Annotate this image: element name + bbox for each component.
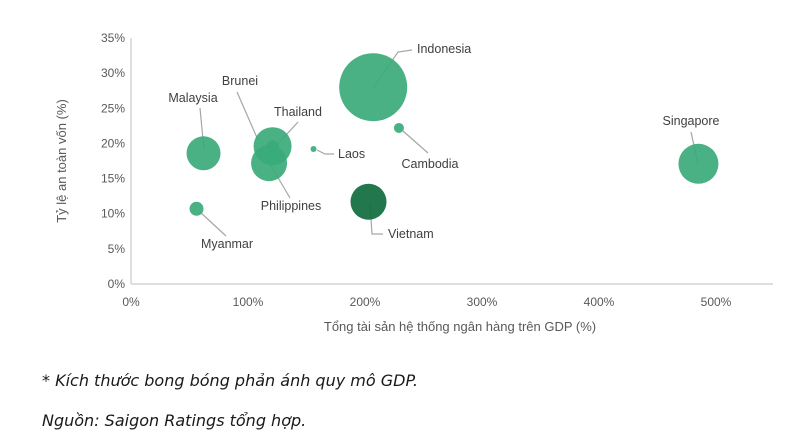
y-tick-label: 0% [108,277,126,291]
label-vietnam: Vietnam [388,227,434,241]
x-axis-ticks: 0% 100% 200% 300% 400% 500% [122,295,731,309]
y-axis-ticks: 0% 5% 10% 15% 20% 25% 30% 35% [101,31,125,291]
bubble-brunei [266,140,279,153]
x-tick-label: 0% [122,295,140,309]
bubble-vietnam [350,183,387,220]
x-tick-label: 300% [467,295,498,309]
axes [130,38,773,285]
x-tick-label: 500% [701,295,732,309]
x-tick-label: 100% [233,295,264,309]
label-singapore: Singapore [663,114,720,128]
label-laos: Laos [338,147,365,161]
x-axis-title: Tổng tài sản hệ thống ngân hàng trên GDP… [324,319,596,334]
y-tick-label: 20% [101,136,125,150]
bubble-laos [310,146,317,153]
bubble-chart: 0% 5% 10% 15% 20% 25% 30% 35% 0% 100% 200% 300% 400… [54,31,773,334]
label-philippines: Philippines [261,199,321,213]
x-tick-label: 200% [350,295,381,309]
label-thailand: Thailand [274,105,322,119]
y-tick-label: 35% [101,31,125,45]
bubble-size-note: * Kích thước bong bóng phản ánh quy mô G… [42,371,418,390]
label-malaysia: Malaysia [168,91,217,105]
label-indonesia: Indonesia [417,42,471,56]
bubble-philippines [251,145,288,182]
label-brunei: Brunei [222,74,258,88]
y-tick-label: 30% [101,66,125,80]
y-axis-title: Tỷ lệ an toàn vốn (%) [54,99,69,223]
y-tick-label: 25% [101,101,125,115]
leader-line [236,91,259,141]
leader-line [199,211,227,237]
leader-line [402,130,429,154]
leader-line [316,149,334,155]
bubble-singapore [678,143,719,184]
y-tick-label: 15% [101,172,125,186]
bubble-labels: Malaysia Brunei Thailand Philippines Laos Mya… [168,42,719,251]
bubble-cambodia [393,122,404,133]
bubble-myanmar [189,201,204,216]
source-note: Nguồn: Saigon Ratings tổng hợp. [42,411,307,430]
bubble-malaysia [186,136,221,171]
bubbles [186,53,719,220]
label-myanmar: Myanmar [201,237,253,251]
bubble-indonesia [339,53,408,122]
y-tick-label: 10% [101,207,125,221]
label-cambodia: Cambodia [402,157,459,171]
x-tick-label: 400% [584,295,615,309]
y-tick-label: 5% [108,242,126,256]
